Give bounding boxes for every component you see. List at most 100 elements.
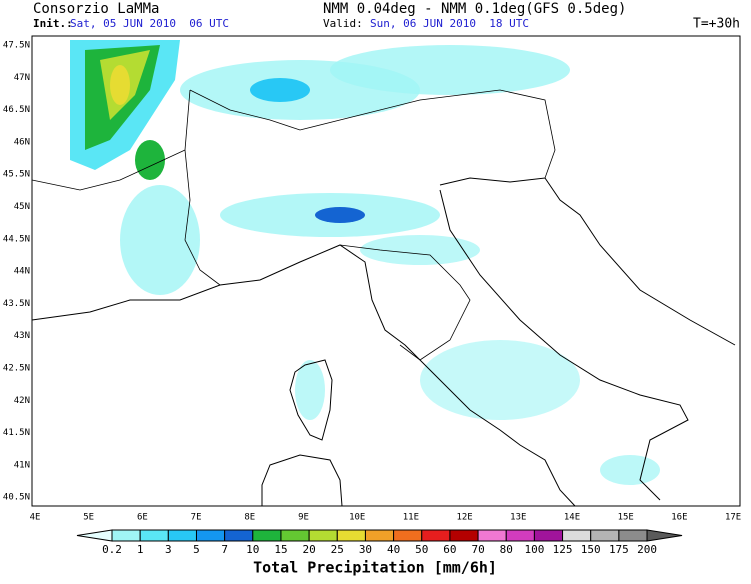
lon-label: 15E (618, 513, 634, 523)
colorbar-box (336, 529, 366, 542)
lon-label: 13E (510, 513, 526, 523)
colorbar-label: 80 (500, 543, 513, 556)
colorbar-label: 50 (415, 543, 428, 556)
colorbar-box (477, 529, 507, 542)
colorbar-box (195, 529, 226, 542)
coastline (439, 189, 689, 501)
precip-area (110, 65, 130, 105)
border (31, 149, 186, 191)
colorbar-box (421, 529, 451, 542)
colorbar-label: 30 (359, 543, 372, 556)
lat-label: 46.5N (3, 105, 30, 115)
lon-label: 11E (403, 513, 419, 523)
colorbar-label: 175 (609, 543, 629, 556)
lon-label: 4E (30, 513, 41, 523)
lat-label: 47N (14, 73, 30, 83)
colorbar-arrow (646, 529, 683, 542)
valid-value: Sun, 06 JUN 2010 18 UTC (370, 17, 529, 30)
lat-label: 45.5N (3, 170, 30, 180)
precip-area (315, 207, 365, 223)
lat-label: 41N (14, 460, 30, 470)
lat-label: 43.5N (3, 299, 30, 309)
colorbar-label: 25 (331, 543, 344, 556)
lat-label: 45N (14, 202, 30, 212)
lat-label: 44N (14, 267, 30, 277)
agency-title: Consorzio LaMMa (33, 1, 159, 17)
lat-label: 43N (14, 331, 30, 341)
lon-label: 8E (244, 513, 255, 523)
colorbar-arrow (76, 529, 113, 542)
lon-label: 16E (671, 513, 687, 523)
model-title: NMM 0.04deg - NMM 0.1deg(GFS 0.5deg) (323, 1, 626, 17)
colorbar-box (533, 529, 564, 542)
colorbar-label: 10 (246, 543, 259, 556)
colorbar-box (449, 529, 479, 542)
axis-labels: 47.5N 47N 46.5N 46N 45.5N 45N 44.5N 44N 43.5N 43N… (3, 41, 741, 523)
coastline (289, 359, 333, 441)
border (339, 244, 471, 361)
coastline (439, 177, 736, 346)
lat-label: 42N (14, 396, 30, 406)
colorbar-box (364, 529, 395, 542)
lat-label: 44.5N (3, 234, 30, 244)
colorbar-label: 100 (524, 543, 544, 556)
lead-time: T=+30h (693, 17, 740, 32)
lon-label: 6E (137, 513, 148, 523)
colorbar-box (618, 529, 648, 542)
precip-area (600, 455, 660, 485)
precip-area (135, 140, 165, 180)
lon-label: 10E (349, 513, 365, 523)
colorbar-box (224, 529, 254, 542)
colorbar-box (111, 529, 141, 542)
colorbar-label: 150 (581, 543, 601, 556)
precip-area (360, 235, 480, 265)
colorbar-box (167, 529, 197, 542)
colorbar-box (308, 529, 338, 542)
lat-label: 47.5N (3, 41, 30, 51)
colorbar-box (590, 529, 620, 542)
coastline (261, 454, 343, 507)
precip-area (120, 185, 200, 295)
lat-label: 40.5N (3, 493, 30, 503)
colorbar-label: 40 (387, 543, 400, 556)
colorbar-label: 15 (274, 543, 287, 556)
colorbar-label: 20 (302, 543, 315, 556)
precip-area (295, 360, 325, 420)
colorbar-box (280, 529, 310, 542)
lon-label: 5E (83, 513, 94, 523)
lon-label: 12E (456, 513, 472, 523)
lat-label: 46N (14, 137, 30, 147)
colorbar-label: 5 (193, 543, 200, 556)
map-frame (31, 35, 741, 507)
colorbar-label: 0.2 (102, 543, 122, 556)
border (189, 89, 556, 179)
lon-label: 9E (298, 513, 309, 523)
init-label: Init.: (33, 17, 73, 30)
colorbar-label: 200 (637, 543, 657, 556)
lon-label: 17E (725, 513, 741, 523)
colorbar-box (393, 529, 423, 542)
lat-label: 42.5N (3, 364, 30, 374)
colorbar-box (505, 529, 535, 542)
lat-label: 41.5N (3, 428, 30, 438)
colorbar-title: Total Precipitation [mm/6h] (253, 559, 497, 577)
colorbar-label: 125 (553, 543, 573, 556)
colorbar-label: 1 (137, 543, 144, 556)
colorbar-box (562, 529, 592, 542)
coastlines (31, 89, 736, 507)
colorbar-box (252, 529, 282, 542)
coastline (31, 244, 576, 507)
valid-label: Valid: (323, 17, 363, 30)
colorbar-label: 7 (221, 543, 228, 556)
colorbar: 0.2 1 3 5 7 10 15 20 25 30 40 50 60 70 80 100 125 150 175 2… (76, 529, 683, 556)
colorbar-label: 60 (443, 543, 456, 556)
lon-label: 7E (191, 513, 202, 523)
precip-area (250, 78, 310, 102)
colorbar-box (139, 529, 169, 542)
lon-label: 14E (564, 513, 580, 523)
colorbar-label: 70 (471, 543, 484, 556)
border (184, 89, 221, 286)
init-value: Sat, 05 JUN 2010 06 UTC (70, 17, 229, 30)
colorbar-label: 3 (165, 543, 172, 556)
